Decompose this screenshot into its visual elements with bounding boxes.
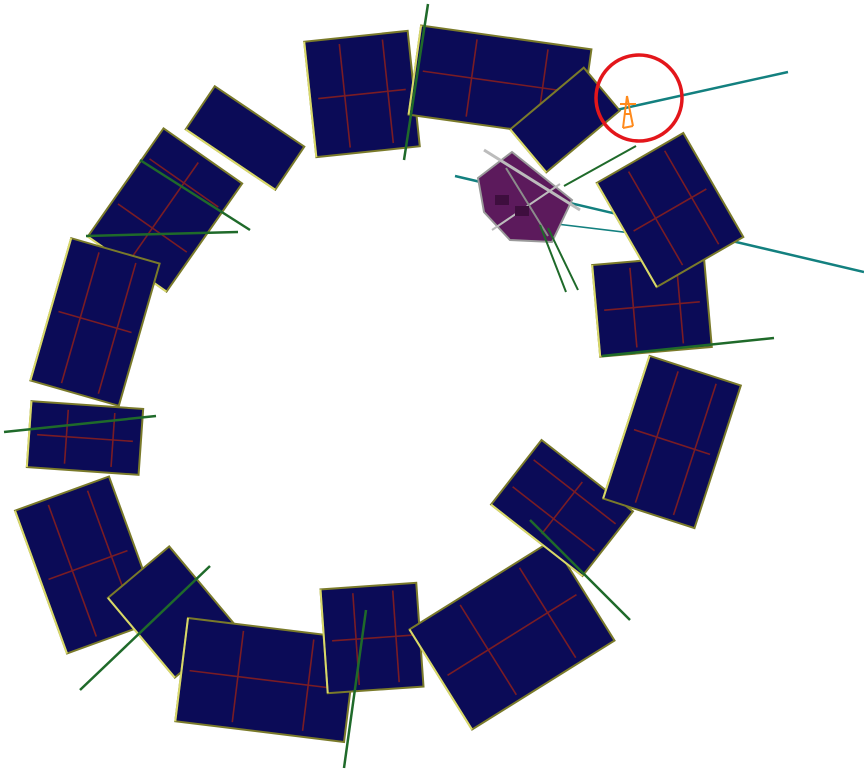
magnet-segment [319, 581, 425, 695]
segment-edge [25, 401, 33, 468]
support-pole [601, 336, 775, 358]
segment-rib [459, 604, 518, 696]
segment-edge [29, 237, 73, 381]
magnet-segment [408, 539, 616, 731]
segment-rib [117, 203, 188, 253]
magnet-segment [595, 131, 745, 289]
segment-rib [633, 188, 707, 232]
segment-rib [110, 412, 116, 467]
segment-rib [533, 459, 617, 525]
segment-rib [633, 428, 711, 456]
segment-rib [189, 669, 343, 691]
segment-rib [627, 171, 684, 266]
segment-rib [381, 39, 395, 144]
support-poles [3, 3, 775, 769]
magnet-segment [174, 616, 358, 744]
magnet-segment [508, 66, 622, 174]
segment-rib [447, 594, 577, 676]
segment-rib [541, 481, 583, 535]
segment-rib [422, 70, 578, 94]
segment-rib [37, 433, 133, 443]
central-device [476, 145, 637, 293]
magnet-segment [303, 29, 421, 159]
segment-rib [634, 371, 679, 503]
highlight-marker [594, 53, 684, 143]
segment-rib [332, 634, 412, 642]
segment-rib [63, 409, 70, 464]
segment-rib [149, 158, 219, 208]
segment-rib [518, 567, 577, 659]
segment-edge [595, 182, 658, 288]
segment-rib [47, 504, 98, 637]
segment-rib [318, 88, 406, 100]
support-pole [3, 414, 157, 434]
marker-figure-icon [620, 95, 636, 129]
support-pole [529, 519, 631, 621]
device-leg [563, 145, 637, 187]
segment-rib [604, 301, 700, 311]
segment-rib [131, 162, 199, 258]
segment-edge [407, 25, 423, 115]
segment-edge [408, 628, 473, 731]
segment-rib [48, 549, 128, 581]
device-block [495, 195, 509, 205]
segment-rib [629, 267, 638, 348]
segment-rib [391, 590, 400, 683]
device-block [515, 206, 529, 216]
segment-rib [512, 486, 596, 552]
segment-edge [14, 510, 68, 654]
device-frame-line [483, 148, 581, 212]
support-pole [402, 3, 430, 161]
segment-rib [663, 150, 720, 245]
segment-rib [231, 630, 245, 723]
magnet-segment [29, 236, 161, 408]
magnet-segment [489, 438, 635, 578]
segment-rib [58, 310, 132, 334]
support-pole [139, 158, 251, 232]
segment-rib [301, 639, 315, 731]
segment-rib [672, 383, 717, 516]
device-frame-line [505, 167, 549, 237]
device-leg [539, 224, 567, 293]
segment-edge [591, 264, 602, 357]
segment-edge [602, 355, 651, 499]
marker-circle [594, 53, 684, 143]
segment-rib [465, 39, 478, 117]
support-pole [342, 609, 368, 769]
segment-edge [174, 617, 189, 722]
segment-edge [303, 41, 318, 158]
support-pole [85, 230, 239, 238]
segment-rib [338, 44, 351, 148]
segment-edge [107, 597, 176, 679]
segment-rib [97, 262, 137, 394]
magnet-segments [13, 24, 745, 744]
support-pole [79, 565, 211, 691]
segment-edge [319, 589, 329, 694]
magnet-segment [25, 400, 145, 476]
segment-edge [509, 128, 547, 173]
magnet-segment [184, 84, 306, 192]
segment-rib [60, 252, 100, 384]
device-leg [547, 227, 579, 291]
magnet-segment [601, 354, 743, 530]
segment-edge [185, 128, 276, 191]
segment-edge [490, 503, 584, 577]
magnet-segment [591, 254, 713, 358]
segment-rib [675, 263, 685, 344]
